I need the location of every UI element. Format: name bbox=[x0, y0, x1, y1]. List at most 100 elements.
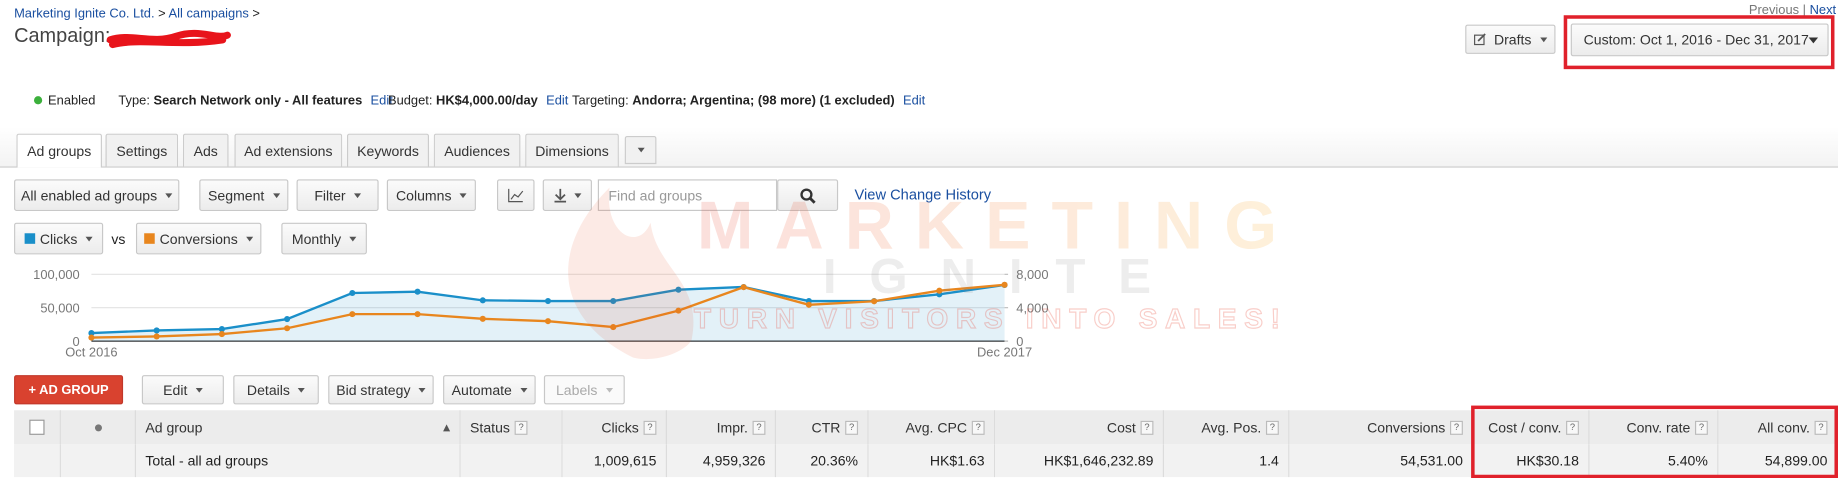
point bbox=[675, 286, 682, 293]
search-button[interactable] bbox=[777, 179, 839, 211]
date-range-button[interactable]: Custom: Oct 1, 2016 - Dec 31, 2017 bbox=[1570, 23, 1829, 57]
pager-next[interactable]: Next bbox=[1809, 3, 1837, 18]
total-cell bbox=[460, 444, 563, 478]
total-cell: Total - all ad groups bbox=[135, 444, 461, 478]
legend-clicks[interactable]: Clicks bbox=[14, 222, 104, 255]
icon-shape bbox=[553, 188, 566, 202]
download-button[interactable] bbox=[542, 179, 592, 211]
y2-tick-label: 0 bbox=[1016, 334, 1023, 349]
tab[interactable]: Dimensions bbox=[525, 133, 619, 167]
segment-dropdown[interactable]: Segment bbox=[199, 179, 289, 211]
caret bbox=[573, 192, 581, 198]
automate-dropdown[interactable]: Automate bbox=[443, 375, 536, 405]
point bbox=[88, 334, 95, 341]
help-icon: ? bbox=[752, 420, 766, 435]
breadcrumb-campaigns[interactable]: All campaigns bbox=[168, 7, 249, 22]
details-dropdown[interactable]: Details bbox=[233, 375, 319, 405]
column-header[interactable]: Avg. Pos.? bbox=[1163, 410, 1290, 445]
labels-dropdown: Labels bbox=[543, 375, 625, 405]
column-header[interactable]: CTR? bbox=[775, 410, 869, 445]
chart: 0 50,000 100,000 0 4,000 8,000 Oct 2016 Dec 201… bbox=[33, 267, 1048, 359]
x-tick-label: Dec 2017 bbox=[977, 344, 1032, 359]
caret bbox=[85, 236, 93, 241]
tab[interactable]: Audiences bbox=[433, 133, 521, 167]
search-input[interactable]: Find ad groups bbox=[597, 179, 778, 211]
column-header[interactable]: Status? bbox=[460, 410, 563, 445]
total-cell: HK$30.18 bbox=[1473, 444, 1590, 478]
budget-value: HK$4,000.00/day bbox=[436, 93, 538, 108]
chart-toggle[interactable] bbox=[497, 179, 535, 211]
help-icon: ? bbox=[971, 420, 985, 435]
caret bbox=[1808, 36, 1819, 43]
column-header[interactable]: Cost? bbox=[995, 410, 1164, 445]
edit-dropdown[interactable]: Edit bbox=[141, 375, 224, 405]
point bbox=[349, 289, 356, 297]
point bbox=[414, 288, 421, 295]
point bbox=[479, 297, 486, 304]
breadcrumb-separator: > bbox=[252, 7, 260, 22]
column-header[interactable]: Conversions? bbox=[1289, 410, 1474, 445]
tab[interactable]: Settings bbox=[105, 133, 179, 167]
scope-dropdown[interactable]: All enabled ad groups bbox=[14, 179, 180, 211]
budget-label: Budget: bbox=[387, 93, 433, 108]
help-icon: ? bbox=[1814, 420, 1828, 435]
caret bbox=[418, 387, 426, 393]
action-label: Labels bbox=[555, 381, 598, 398]
total-cell: 54,899.00 bbox=[1718, 444, 1838, 478]
point bbox=[153, 327, 160, 334]
column-title: Conversions bbox=[1367, 419, 1446, 436]
tab[interactable]: Ads bbox=[182, 133, 229, 167]
column-header[interactable]: Clicks? bbox=[562, 410, 667, 445]
highlight-box bbox=[1471, 405, 1838, 478]
icon-shape bbox=[800, 187, 813, 201]
column-header[interactable]: Avg. CPC? bbox=[868, 410, 996, 445]
column-title: Cost bbox=[1106, 419, 1136, 436]
select-all-cell bbox=[14, 410, 61, 445]
add-ad-group-button[interactable]: + AD GROUP bbox=[14, 375, 124, 405]
tab[interactable]: Keywords bbox=[346, 133, 430, 167]
column-title: CTR bbox=[811, 419, 841, 436]
help-icon: ? bbox=[1265, 420, 1279, 435]
caret bbox=[272, 192, 280, 198]
columns-label: Columns bbox=[395, 186, 452, 204]
history-link[interactable]: View Change History bbox=[854, 186, 992, 203]
checkbox[interactable] bbox=[29, 419, 45, 435]
total-cell: HK$1.63 bbox=[868, 444, 996, 478]
action-label: Edit bbox=[163, 381, 188, 398]
highlight-box bbox=[1563, 15, 1835, 70]
edit-link[interactable]: Edit bbox=[546, 93, 569, 108]
column-header[interactable]: Conv. rate? bbox=[1589, 410, 1719, 445]
granularity-dropdown[interactable]: Monthly bbox=[281, 222, 367, 255]
filter-dropdown[interactable]: Filter bbox=[296, 179, 379, 211]
total-cell: 4,959,326 bbox=[666, 444, 776, 478]
legend-conversions[interactable]: Conversions bbox=[135, 222, 262, 255]
edit-link[interactable]: Edit bbox=[902, 93, 926, 108]
bid-strategy-dropdown[interactable]: Bid strategy bbox=[328, 375, 434, 405]
tab-more[interactable] bbox=[624, 135, 657, 165]
edit-link[interactable]: Edit bbox=[370, 93, 393, 108]
drafts-button[interactable]: Drafts bbox=[1465, 24, 1556, 54]
breadcrumb-account[interactable]: Marketing Ignite Co. Ltd. bbox=[14, 7, 155, 22]
columns-dropdown[interactable]: Columns bbox=[386, 179, 476, 211]
pager-previous[interactable]: Previous bbox=[1748, 3, 1800, 18]
point bbox=[284, 316, 291, 323]
granularity-label: Monthly bbox=[291, 230, 342, 247]
status-type: Type: Search Network only - All features… bbox=[118, 94, 392, 108]
total-cell: 54,531.00 bbox=[1289, 444, 1474, 478]
point bbox=[479, 315, 486, 322]
icon-shape bbox=[508, 188, 524, 202]
column-title: All conv. bbox=[1757, 419, 1810, 436]
legend-swatch bbox=[24, 233, 36, 244]
targeting-value: Andorra; Argentina; (98 more) (1 exclude… bbox=[632, 93, 895, 108]
tab[interactable]: Ad extensions bbox=[234, 133, 343, 167]
legend-label: Conversions bbox=[159, 230, 238, 247]
column-header[interactable]: Ad group bbox=[135, 410, 461, 445]
y2-tick-label: 4,000 bbox=[1016, 300, 1048, 315]
column-header[interactable]: Impr.? bbox=[666, 410, 776, 445]
action-label: Details bbox=[246, 381, 290, 398]
point bbox=[414, 311, 421, 318]
x-tick-label: Oct 2016 bbox=[65, 344, 117, 359]
tab[interactable]: Ad groups bbox=[16, 133, 102, 168]
caret bbox=[1539, 36, 1547, 42]
column-header[interactable]: Cost / conv.? bbox=[1473, 410, 1590, 445]
